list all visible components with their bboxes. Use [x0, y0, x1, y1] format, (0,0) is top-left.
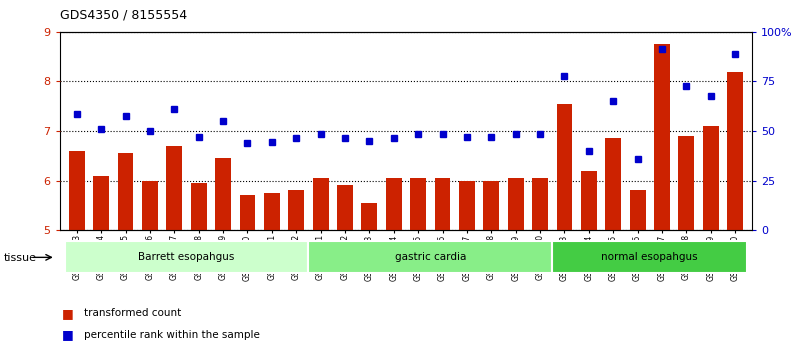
Bar — [68, 151, 84, 230]
Bar — [191, 183, 207, 230]
Bar — [678, 136, 694, 230]
Bar — [142, 181, 158, 230]
Bar — [581, 171, 597, 230]
Bar — [313, 178, 329, 230]
Bar — [93, 176, 109, 230]
Bar — [483, 181, 499, 230]
Bar — [64, 241, 308, 273]
Bar — [508, 178, 524, 230]
Bar — [459, 181, 475, 230]
Text: percentile rank within the sample: percentile rank within the sample — [84, 330, 259, 339]
Text: tissue: tissue — [4, 253, 37, 263]
Text: normal esopahgus: normal esopahgus — [602, 252, 698, 262]
Bar — [215, 158, 231, 230]
Bar — [118, 153, 134, 230]
Bar — [264, 193, 279, 230]
Text: ■: ■ — [62, 328, 74, 341]
Bar — [410, 178, 426, 230]
Bar — [728, 72, 743, 230]
Bar — [533, 178, 548, 230]
Bar — [337, 185, 353, 230]
Bar — [703, 126, 719, 230]
Bar — [552, 241, 747, 273]
Text: Barrett esopahgus: Barrett esopahgus — [139, 252, 235, 262]
Text: GDS4350 / 8155554: GDS4350 / 8155554 — [60, 9, 187, 22]
Bar — [435, 178, 451, 230]
Bar — [630, 190, 646, 230]
Bar — [288, 190, 304, 230]
Bar — [556, 104, 572, 230]
Bar — [361, 203, 377, 230]
Bar — [654, 44, 670, 230]
Bar — [308, 241, 552, 273]
Text: ■: ■ — [62, 307, 74, 320]
Bar — [166, 146, 182, 230]
Text: transformed count: transformed count — [84, 308, 181, 318]
Bar — [240, 195, 256, 230]
Bar — [386, 178, 402, 230]
Text: gastric cardia: gastric cardia — [395, 252, 466, 262]
Bar — [605, 138, 621, 230]
